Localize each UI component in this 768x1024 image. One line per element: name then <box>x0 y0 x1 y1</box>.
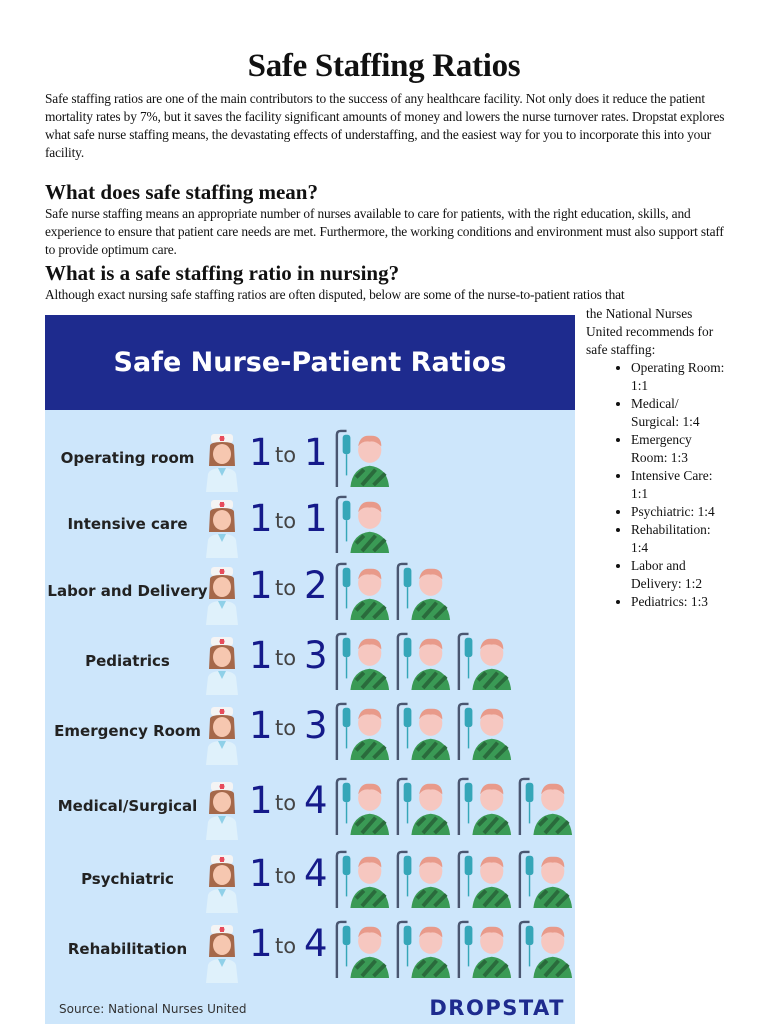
to-label: to <box>275 509 297 533</box>
nurse-icon <box>202 923 242 983</box>
nurse-icon <box>202 780 242 840</box>
patient-icon <box>516 920 574 978</box>
nurse-count: 1 <box>249 431 273 474</box>
nurse-count: 1 <box>249 704 273 747</box>
ratio-row: Emergency Room 1 to 3 <box>45 700 575 764</box>
patient-count: 2 <box>304 564 328 607</box>
section-body-ratio: Although exact nursing safe staffing rat… <box>45 287 625 302</box>
patient-icon <box>455 850 513 908</box>
patient-icon <box>394 562 452 620</box>
nurse-count: 1 <box>249 564 273 607</box>
section-body-continuation: the National Nurses United recommends fo… <box>586 306 714 357</box>
patient-icon <box>455 632 513 690</box>
nurse-count: 1 <box>249 922 273 965</box>
ratio-row: Rehabilitation 1 to 4 <box>45 918 575 982</box>
patient-icon <box>394 920 452 978</box>
ratio-row: Pediatrics 1 to 3 <box>45 630 575 694</box>
patient-icon <box>455 920 513 978</box>
patient-icon <box>333 562 391 620</box>
patient-icon <box>394 850 452 908</box>
nurse-icon <box>202 635 242 695</box>
patient-icon <box>455 777 513 835</box>
to-label: to <box>275 576 297 600</box>
patient-count: 1 <box>304 497 328 540</box>
patient-icon <box>394 777 452 835</box>
dropstat-logo: DROPSTAT <box>429 996 565 1020</box>
nurse-count: 1 <box>249 852 273 895</box>
infographic-source: Source: National Nurses United <box>59 1002 247 1016</box>
patient-icon <box>333 429 391 487</box>
nurse-patient-ratios-infographic: Safe Nurse-Patient Ratios Operating room… <box>45 315 575 1024</box>
to-label: to <box>275 443 297 467</box>
section-heading-ratio: What is a safe staffing ratio in nursing… <box>45 261 400 285</box>
to-label: to <box>275 864 297 888</box>
to-label: to <box>275 646 297 670</box>
nurse-count: 1 <box>249 779 273 822</box>
ratio-list-item: Operating Room: 1:1 <box>631 359 726 395</box>
ratio-row-label: Labor and Delivery <box>47 582 208 600</box>
ratio-list-item: Medical/ Surgical: 1:4 <box>631 395 726 431</box>
patient-icon <box>333 850 391 908</box>
to-label: to <box>275 934 297 958</box>
ratio-row-label: Medical/Surgical <box>57 797 198 815</box>
patient-icon <box>333 632 391 690</box>
ratio-row: Medical/Surgical 1 to 4 <box>45 775 575 839</box>
nurse-icon <box>202 498 242 558</box>
ratio-list-item: Psychiatric: 1:4 <box>631 503 726 521</box>
section-heading-meaning: What does safe staffing mean? <box>45 180 318 204</box>
ratio-row-label: Psychiatric <box>81 870 174 888</box>
ratio-row: Psychiatric 1 to 4 <box>45 848 575 912</box>
ratio-row: Labor and Delivery 1 to 2 <box>45 560 575 624</box>
ratio-row-label: Intensive care <box>67 515 188 533</box>
nurse-icon <box>202 432 242 492</box>
nurse-icon <box>202 565 242 625</box>
intro-paragraph: Safe staffing ratios are one of the main… <box>45 91 725 160</box>
patient-count: 4 <box>304 779 328 822</box>
patient-icon <box>394 632 452 690</box>
patient-count: 1 <box>304 431 328 474</box>
patient-icon <box>516 777 574 835</box>
ratio-sidebar: the National Nurses United recommends fo… <box>586 305 726 611</box>
patient-count: 3 <box>304 634 328 677</box>
patient-count: 4 <box>304 922 328 965</box>
ratio-row: Intensive care 1 to 1 <box>45 493 575 557</box>
to-label: to <box>275 791 297 815</box>
patient-count: 4 <box>304 852 328 895</box>
nurse-count: 1 <box>249 634 273 677</box>
ratio-list: Operating Room: 1:1Medical/ Surgical: 1:… <box>586 359 726 611</box>
nurse-icon <box>202 705 242 765</box>
infographic-title: Safe Nurse-Patient Ratios <box>45 315 575 410</box>
page-title: Safe Staffing Ratios <box>247 48 521 84</box>
patient-icon <box>333 702 391 760</box>
section-body-meaning: Safe nurse staffing means an appropriate… <box>45 206 724 257</box>
ratio-row-label: Operating room <box>60 449 195 467</box>
ratio-list-item: Labor and Delivery: 1:2 <box>631 557 726 593</box>
ratio-row-label: Rehabilitation <box>67 940 188 958</box>
ratio-list-item: Pediatrics: 1:3 <box>631 593 726 611</box>
ratio-row-label: Emergency Room <box>54 722 201 740</box>
ratio-row-label: Pediatrics <box>85 652 170 670</box>
patient-icon <box>394 702 452 760</box>
ratio-list-item: Rehabilitation: 1:4 <box>631 521 726 557</box>
patient-icon <box>455 702 513 760</box>
to-label: to <box>275 716 297 740</box>
patient-count: 3 <box>304 704 328 747</box>
patient-icon <box>333 777 391 835</box>
nurse-count: 1 <box>249 497 273 540</box>
patient-icon <box>516 850 574 908</box>
patient-icon <box>333 920 391 978</box>
ratio-list-item: Emergency Room: 1:3 <box>631 431 726 467</box>
ratio-list-item: Intensive Care: 1:1 <box>631 467 726 503</box>
patient-icon <box>333 495 391 553</box>
ratio-row: Operating room 1 to 1 <box>45 427 575 491</box>
nurse-icon <box>202 853 242 913</box>
